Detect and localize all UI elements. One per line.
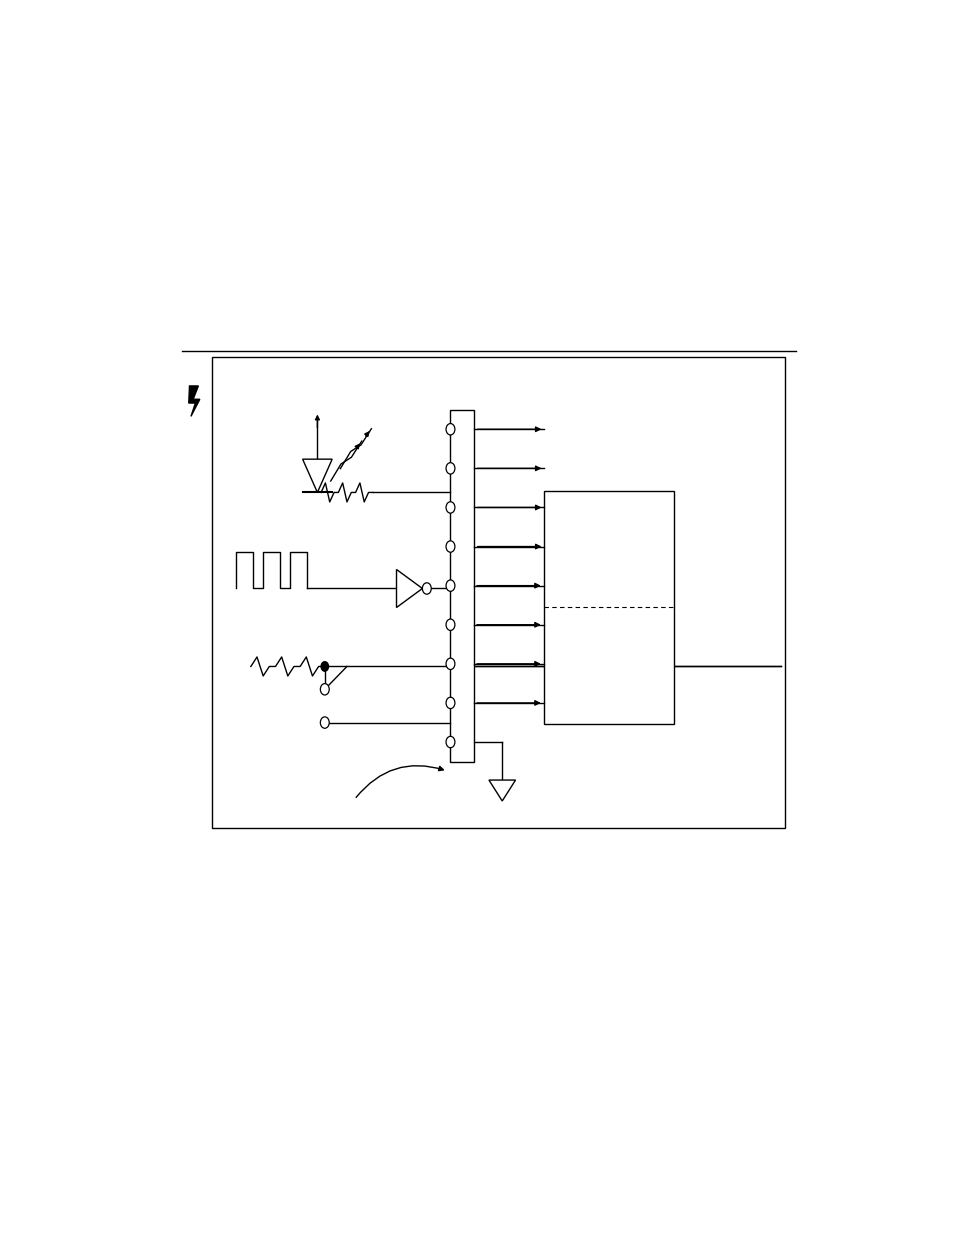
Polygon shape	[189, 385, 199, 416]
Circle shape	[320, 716, 329, 729]
Circle shape	[446, 541, 455, 552]
Circle shape	[446, 736, 455, 747]
Bar	[544, 490, 673, 724]
Circle shape	[446, 580, 455, 592]
Bar	[450, 410, 474, 762]
Polygon shape	[302, 459, 332, 493]
Bar	[212, 357, 783, 829]
Circle shape	[446, 698, 455, 709]
Circle shape	[446, 619, 455, 630]
Circle shape	[446, 424, 455, 435]
Circle shape	[321, 662, 328, 672]
Circle shape	[446, 658, 455, 669]
Circle shape	[446, 463, 455, 474]
Circle shape	[446, 501, 455, 514]
Circle shape	[320, 684, 329, 695]
Polygon shape	[396, 569, 422, 608]
Circle shape	[422, 583, 431, 594]
FancyArrowPatch shape	[355, 766, 443, 798]
Polygon shape	[488, 781, 515, 802]
